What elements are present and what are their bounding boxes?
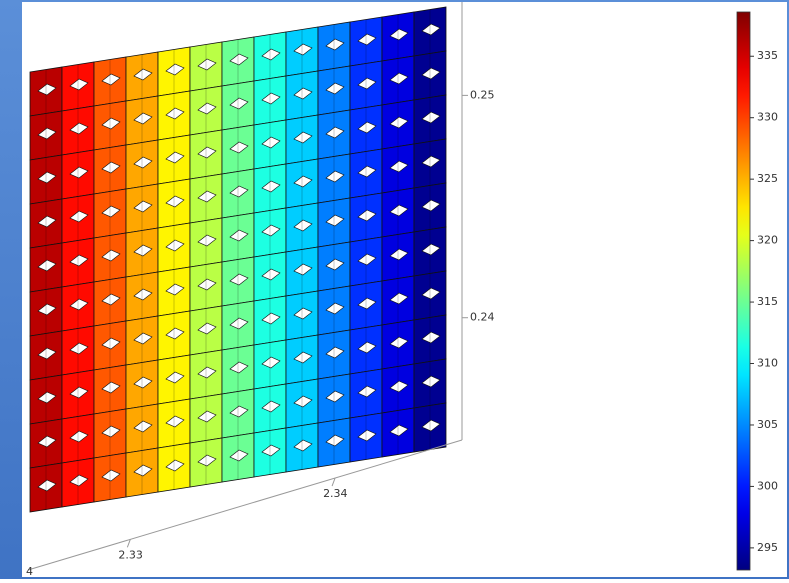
colorbar-tick-label: 330 bbox=[757, 111, 778, 124]
colorbar-tick-label: 315 bbox=[757, 295, 778, 308]
colorbar-tick-label: 295 bbox=[757, 541, 778, 554]
colorbar-tick-label: 300 bbox=[757, 479, 778, 492]
lattice bbox=[30, 7, 446, 512]
colorbar-scale bbox=[737, 12, 750, 570]
y-tick-label: 0.25 bbox=[470, 88, 495, 101]
colorbar-tick-label: 320 bbox=[757, 234, 778, 247]
y-tick-label: 0.24 bbox=[470, 311, 495, 324]
x-tick-label: 2.33 bbox=[118, 548, 143, 561]
corner-label: 4 bbox=[26, 565, 33, 578]
viewport: 0.24 0.25 2.33 2.34 4 295 300 305 310 315 320 325 3… bbox=[0, 0, 789, 579]
colorbar-tick-label: 310 bbox=[757, 357, 778, 370]
colorbar-tick-label: 305 bbox=[757, 418, 778, 431]
colorbar-tick-label: 335 bbox=[757, 49, 778, 62]
x-tick-label: 2.34 bbox=[323, 487, 348, 500]
colorbar-tick-label: 325 bbox=[757, 172, 778, 185]
